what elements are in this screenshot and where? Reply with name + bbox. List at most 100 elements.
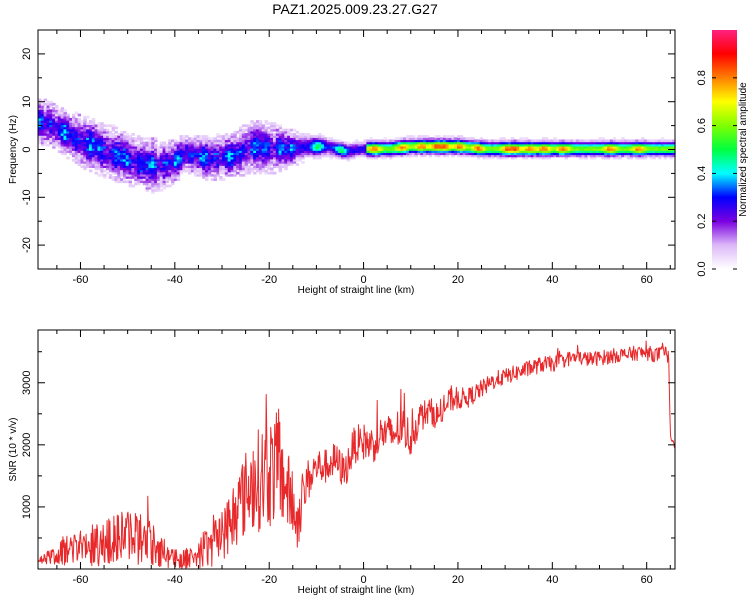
heatmap-cell [52, 111, 56, 115]
heatmap-cell [638, 150, 642, 153]
heatmap-cell [159, 143, 164, 147]
heatmap-cell [139, 150, 144, 153]
heatmap-cell [306, 150, 311, 153]
heatmap-cell [655, 141, 659, 145]
heatmap-cell [457, 143, 461, 147]
heatmap-cell [567, 148, 571, 151]
heatmap-cell [544, 141, 549, 145]
heatmap-cell [425, 141, 430, 145]
heatmap-cell [57, 122, 62, 125]
heatmap-cell [63, 141, 67, 145]
colorbar-tick-label: 0.8 [696, 70, 708, 85]
heatmap-cell [199, 169, 203, 173]
heatmap-cell [462, 145, 467, 149]
heatmap-cell [230, 133, 234, 136]
heatmap-cell [100, 173, 104, 177]
heatmap-cell [114, 165, 118, 169]
heatmap-cell [86, 158, 90, 162]
heatmap-cell [374, 141, 379, 145]
heatmap-cell [171, 165, 175, 169]
heatmap-cell [287, 130, 291, 134]
heatmap-cell [165, 145, 169, 149]
heatmap-cell [646, 145, 651, 149]
heatmap-cell [114, 158, 118, 162]
heatmap-cell [343, 148, 348, 151]
heatmap-cell [111, 143, 116, 147]
heatmap-cell [284, 148, 288, 151]
heatmap-cell [40, 115, 45, 119]
heatmap-cell [363, 141, 368, 145]
heatmap-cell [607, 141, 611, 145]
heatmap-cell [321, 141, 325, 145]
heatmap-cell [556, 139, 560, 143]
heatmap-cell [425, 148, 430, 151]
heatmap-cell [38, 105, 42, 108]
heatmap-cell [94, 133, 99, 136]
heatmap-cell [210, 178, 215, 181]
heatmap-cell [74, 143, 79, 147]
heatmap-cell [131, 133, 135, 136]
heatmap-cell [278, 124, 283, 128]
snr-ylabel: SNR (10 * v/v) [8, 418, 19, 482]
heatmap-cell [304, 135, 308, 138]
heatmap-cell [156, 152, 161, 156]
heatmap-cell [54, 105, 59, 108]
heatmap-cell [267, 141, 271, 145]
heatmap-cell [270, 160, 274, 164]
heatmap-cell [547, 152, 552, 156]
heatmap-cell [105, 171, 110, 175]
heatmap-cell [567, 145, 571, 149]
heatmap-cell [179, 154, 183, 158]
heatmap-cell [38, 115, 42, 119]
heatmap-cell [666, 152, 670, 156]
heatmap-cell [239, 145, 243, 149]
heatmap-cell [71, 145, 76, 149]
heatmap-cell [207, 145, 212, 149]
heatmap-cell [193, 135, 198, 138]
heatmap-cell [408, 143, 413, 147]
heatmap-cell [179, 135, 183, 138]
heatmap-cell [592, 150, 597, 153]
heatmap-cell [179, 139, 183, 143]
heatmap-cell [80, 152, 84, 156]
heatmap-cell [239, 158, 243, 162]
heatmap-cell [233, 163, 237, 166]
heatmap-cell [63, 143, 67, 147]
heatmap-cell [188, 150, 192, 153]
heatmap-cell [250, 122, 254, 125]
heatmap-cell [417, 135, 421, 138]
heatmap-cell [199, 163, 203, 166]
heatmap-cell [496, 139, 501, 143]
heatmap-cell [592, 156, 597, 160]
heatmap-cell [287, 143, 291, 147]
heatmap-cell [60, 133, 65, 136]
heatmap-cell [524, 145, 529, 149]
heatmap-cell [49, 105, 53, 108]
heatmap-cell [224, 145, 229, 149]
heatmap-cell [457, 152, 461, 156]
heatmap-cell [205, 137, 209, 141]
heatmap-cell [272, 126, 277, 130]
heatmap-cell [369, 156, 373, 160]
heatmap-cell [111, 148, 116, 151]
heatmap-cell [179, 141, 183, 145]
heatmap-cell [423, 154, 427, 158]
heatmap-cell [250, 150, 254, 153]
heatmap-cell [629, 154, 634, 158]
heatmap-cell [125, 167, 130, 171]
heatmap-cell [227, 163, 232, 166]
heatmap-cell [632, 154, 636, 158]
heatmap-cell [643, 152, 648, 156]
heatmap-cell [301, 148, 305, 151]
heatmap-cell [122, 176, 127, 179]
heatmap-cell [632, 152, 636, 156]
heatmap-cell [105, 148, 110, 151]
heatmap-cell [660, 139, 665, 143]
heatmap-cell [394, 154, 399, 158]
heatmap-cell [527, 154, 532, 158]
heatmap-cell [473, 154, 478, 158]
heatmap-cell [219, 156, 223, 160]
heatmap-cell [423, 141, 427, 145]
heatmap-cell [91, 152, 96, 156]
heatmap-cell [287, 152, 291, 156]
